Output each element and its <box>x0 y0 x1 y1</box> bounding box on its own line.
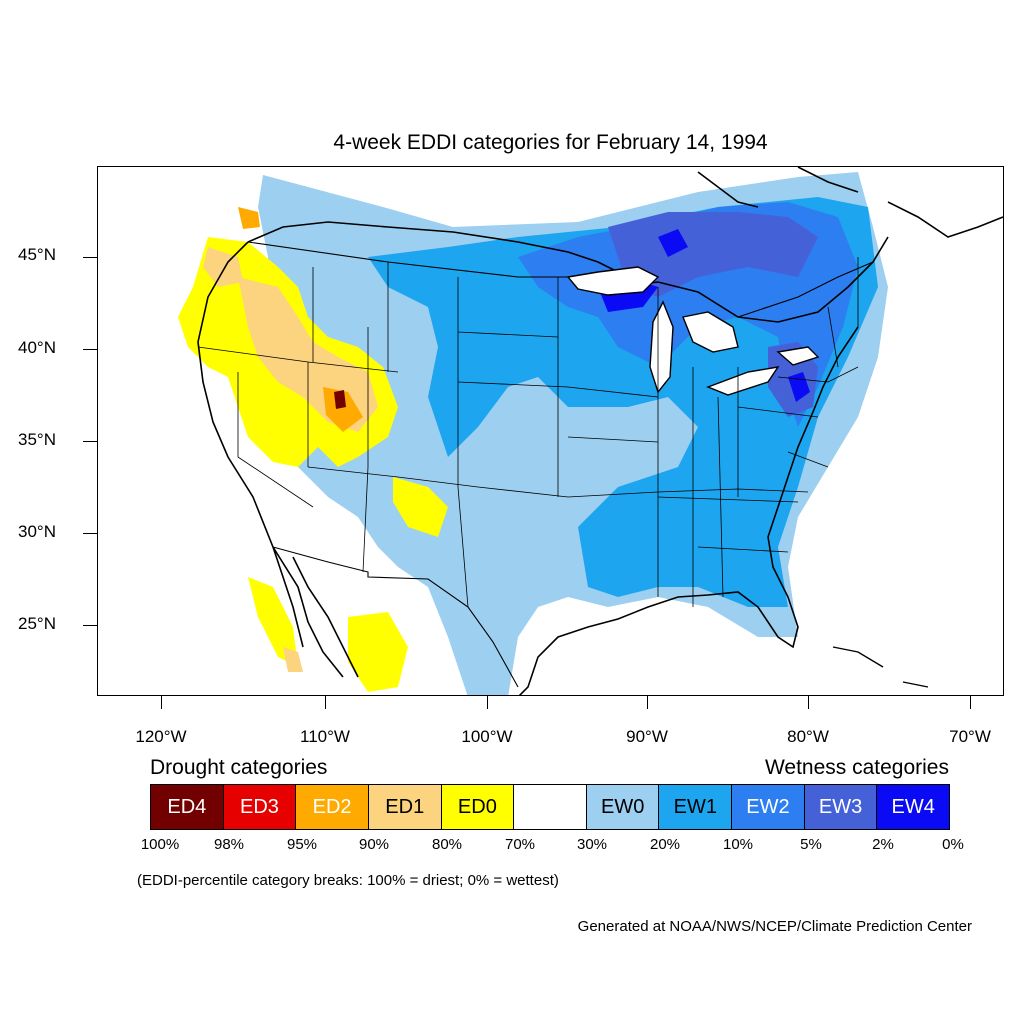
lon-tick <box>808 696 809 709</box>
break-label: 80% <box>431 836 463 853</box>
legend-cell-ed2: ED2 <box>296 785 369 829</box>
break-label: 0% <box>942 836 964 853</box>
lat-label-30: 30°N <box>18 522 56 541</box>
break-label: 10% <box>722 836 754 853</box>
lon-label-110: 110°W <box>300 727 350 746</box>
great-lakes <box>682 311 739 353</box>
lat-tick <box>83 441 97 442</box>
lat-tick <box>83 257 97 258</box>
border <box>247 241 874 318</box>
lat-tick <box>83 533 97 534</box>
drought-heading: Drought categories <box>150 756 328 779</box>
great-lakes <box>649 300 674 394</box>
ew4-region <box>658 229 688 257</box>
lon-label-70: 70°W <box>949 727 991 746</box>
lat-tick <box>83 349 97 350</box>
ed2-region <box>323 387 363 432</box>
coastline <box>272 546 359 678</box>
break-label: 98% <box>213 836 245 853</box>
ed1-region <box>283 647 303 672</box>
category-note: (EDDI-percentile category breaks: 100% =… <box>137 872 559 889</box>
break-label: 2% <box>872 836 894 853</box>
break-label: 100% <box>140 836 180 853</box>
lon-tick <box>487 696 488 709</box>
great-lakes <box>776 346 820 366</box>
state-lines <box>197 257 859 608</box>
legend-cell-ew2: EW2 <box>732 785 805 829</box>
legend-cell-ed4: ED4 <box>151 785 224 829</box>
credit-line: Generated at NOAA/NWS/NCEP/Climate Predi… <box>577 918 972 935</box>
map-title: 4-week EDDI categories for February 14, … <box>333 131 768 154</box>
lat-label-40: 40°N <box>18 338 56 357</box>
legend-cell-neutral <box>514 785 587 829</box>
legend-cell-ew4: EW4 <box>877 785 950 829</box>
lat-tick <box>83 625 97 626</box>
break-label: 95% <box>286 836 318 853</box>
lon-tick <box>325 696 326 709</box>
legend-cell-ed1: ED1 <box>368 785 442 829</box>
border <box>272 546 519 688</box>
legend-cell-ew3: EW3 <box>804 785 878 829</box>
great-lakes <box>706 366 780 396</box>
lon-tick <box>161 696 162 709</box>
lat-label-25: 25°N <box>18 614 56 633</box>
break-label: 5% <box>800 836 822 853</box>
great-lakes <box>566 266 660 296</box>
break-label: 90% <box>358 836 390 853</box>
break-label: 20% <box>649 836 681 853</box>
legend-cell-ew0: EW0 <box>586 785 660 829</box>
wetness-heading: Wetness categories <box>764 756 949 779</box>
lon-label-120: 120°W <box>135 727 187 746</box>
ed0-region <box>393 477 448 537</box>
ed0-region <box>248 577 298 667</box>
eddi-map <box>178 167 1003 695</box>
lon-label-80: 80°W <box>787 727 829 746</box>
lon-tick <box>647 696 648 709</box>
break-label: 30% <box>576 836 608 853</box>
ew3-region <box>608 212 818 297</box>
lat-label-35: 35°N <box>18 430 56 449</box>
coastline <box>697 167 1003 238</box>
coastline <box>197 221 889 695</box>
lon-label-90: 90°W <box>626 727 668 746</box>
ed2-region <box>238 207 260 229</box>
break-label: 70% <box>504 836 536 853</box>
lat-label-45: 45°N <box>18 245 56 264</box>
ed0-region <box>348 612 408 692</box>
legend-cell-ew1: EW1 <box>659 785 733 829</box>
legend-cell-ed0: ED0 <box>441 785 515 829</box>
category-legend: ED4 ED3 ED2 ED1 ED0 EW0 EW1 EW2 EW3 EW4 <box>150 784 950 830</box>
legend-cell-ed3: ED3 <box>223 785 297 829</box>
islands <box>832 646 929 688</box>
lon-tick <box>970 696 971 709</box>
map-panel <box>97 166 1004 696</box>
ed4-region <box>334 390 346 409</box>
lon-label-100: 100°W <box>461 727 513 746</box>
